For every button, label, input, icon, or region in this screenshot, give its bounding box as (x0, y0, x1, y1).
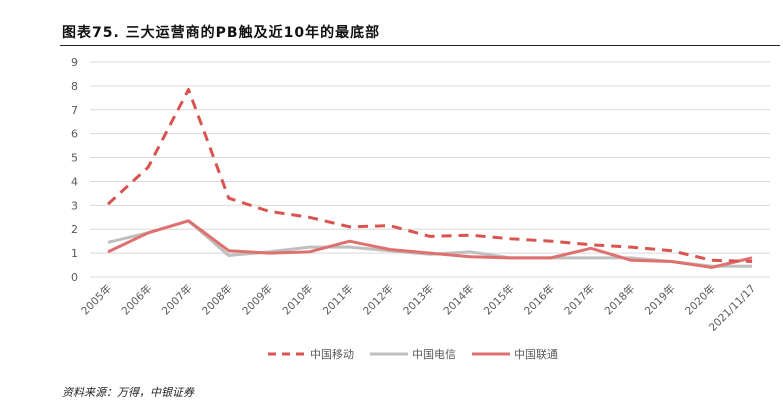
y-tick-label: 6 (71, 128, 78, 141)
source-note: 资料来源：万得，中银证券 (62, 386, 194, 399)
x-tick-label: 2012年 (360, 282, 396, 318)
legend-label: 中国移动 (310, 348, 354, 361)
series-line-1 (107, 219, 752, 268)
y-tick-label: 7 (71, 104, 78, 117)
y-tick-label: 1 (71, 247, 78, 260)
title-divider (60, 45, 780, 46)
x-tick-label: 2010年 (280, 282, 316, 318)
y-tick-label: 3 (71, 199, 78, 212)
y-tick-label: 4 (71, 175, 78, 188)
x-tick-label: 2018年 (602, 282, 638, 318)
series-line-0 (106, 87, 753, 263)
x-tick-label: 2020年 (682, 282, 718, 318)
x-tick-label: 2017年 (562, 282, 598, 318)
y-tick-label: 2 (71, 223, 78, 236)
x-tick-label: 2008年 (199, 282, 235, 318)
legend-label: 中国联通 (514, 348, 558, 361)
x-tick-label: 2019年 (642, 282, 678, 318)
y-tick-label: 9 (71, 56, 78, 69)
x-tick-label: 2009年 (240, 282, 276, 318)
x-tick-label: 2005年 (79, 282, 115, 318)
x-tick-label: 2016年 (521, 282, 557, 318)
y-tick-label: 5 (71, 152, 78, 165)
x-tick-label: 2014年 (441, 282, 477, 318)
x-tick-label: 2006年 (119, 282, 155, 318)
x-tick-label: 2007年 (159, 282, 195, 318)
series-line-2 (107, 219, 753, 269)
y-tick-label: 0 (71, 271, 78, 284)
y-tick-label: 8 (71, 80, 78, 93)
chart-title: 图表75. 三大运营商的PB触及近10年的最底部 (62, 25, 381, 41)
x-tick-label: 2015年 (481, 282, 517, 318)
legend-label: 中国电信 (412, 348, 456, 361)
x-tick-label: 2011年 (320, 282, 356, 318)
x-tick-label: 2013年 (401, 282, 437, 318)
